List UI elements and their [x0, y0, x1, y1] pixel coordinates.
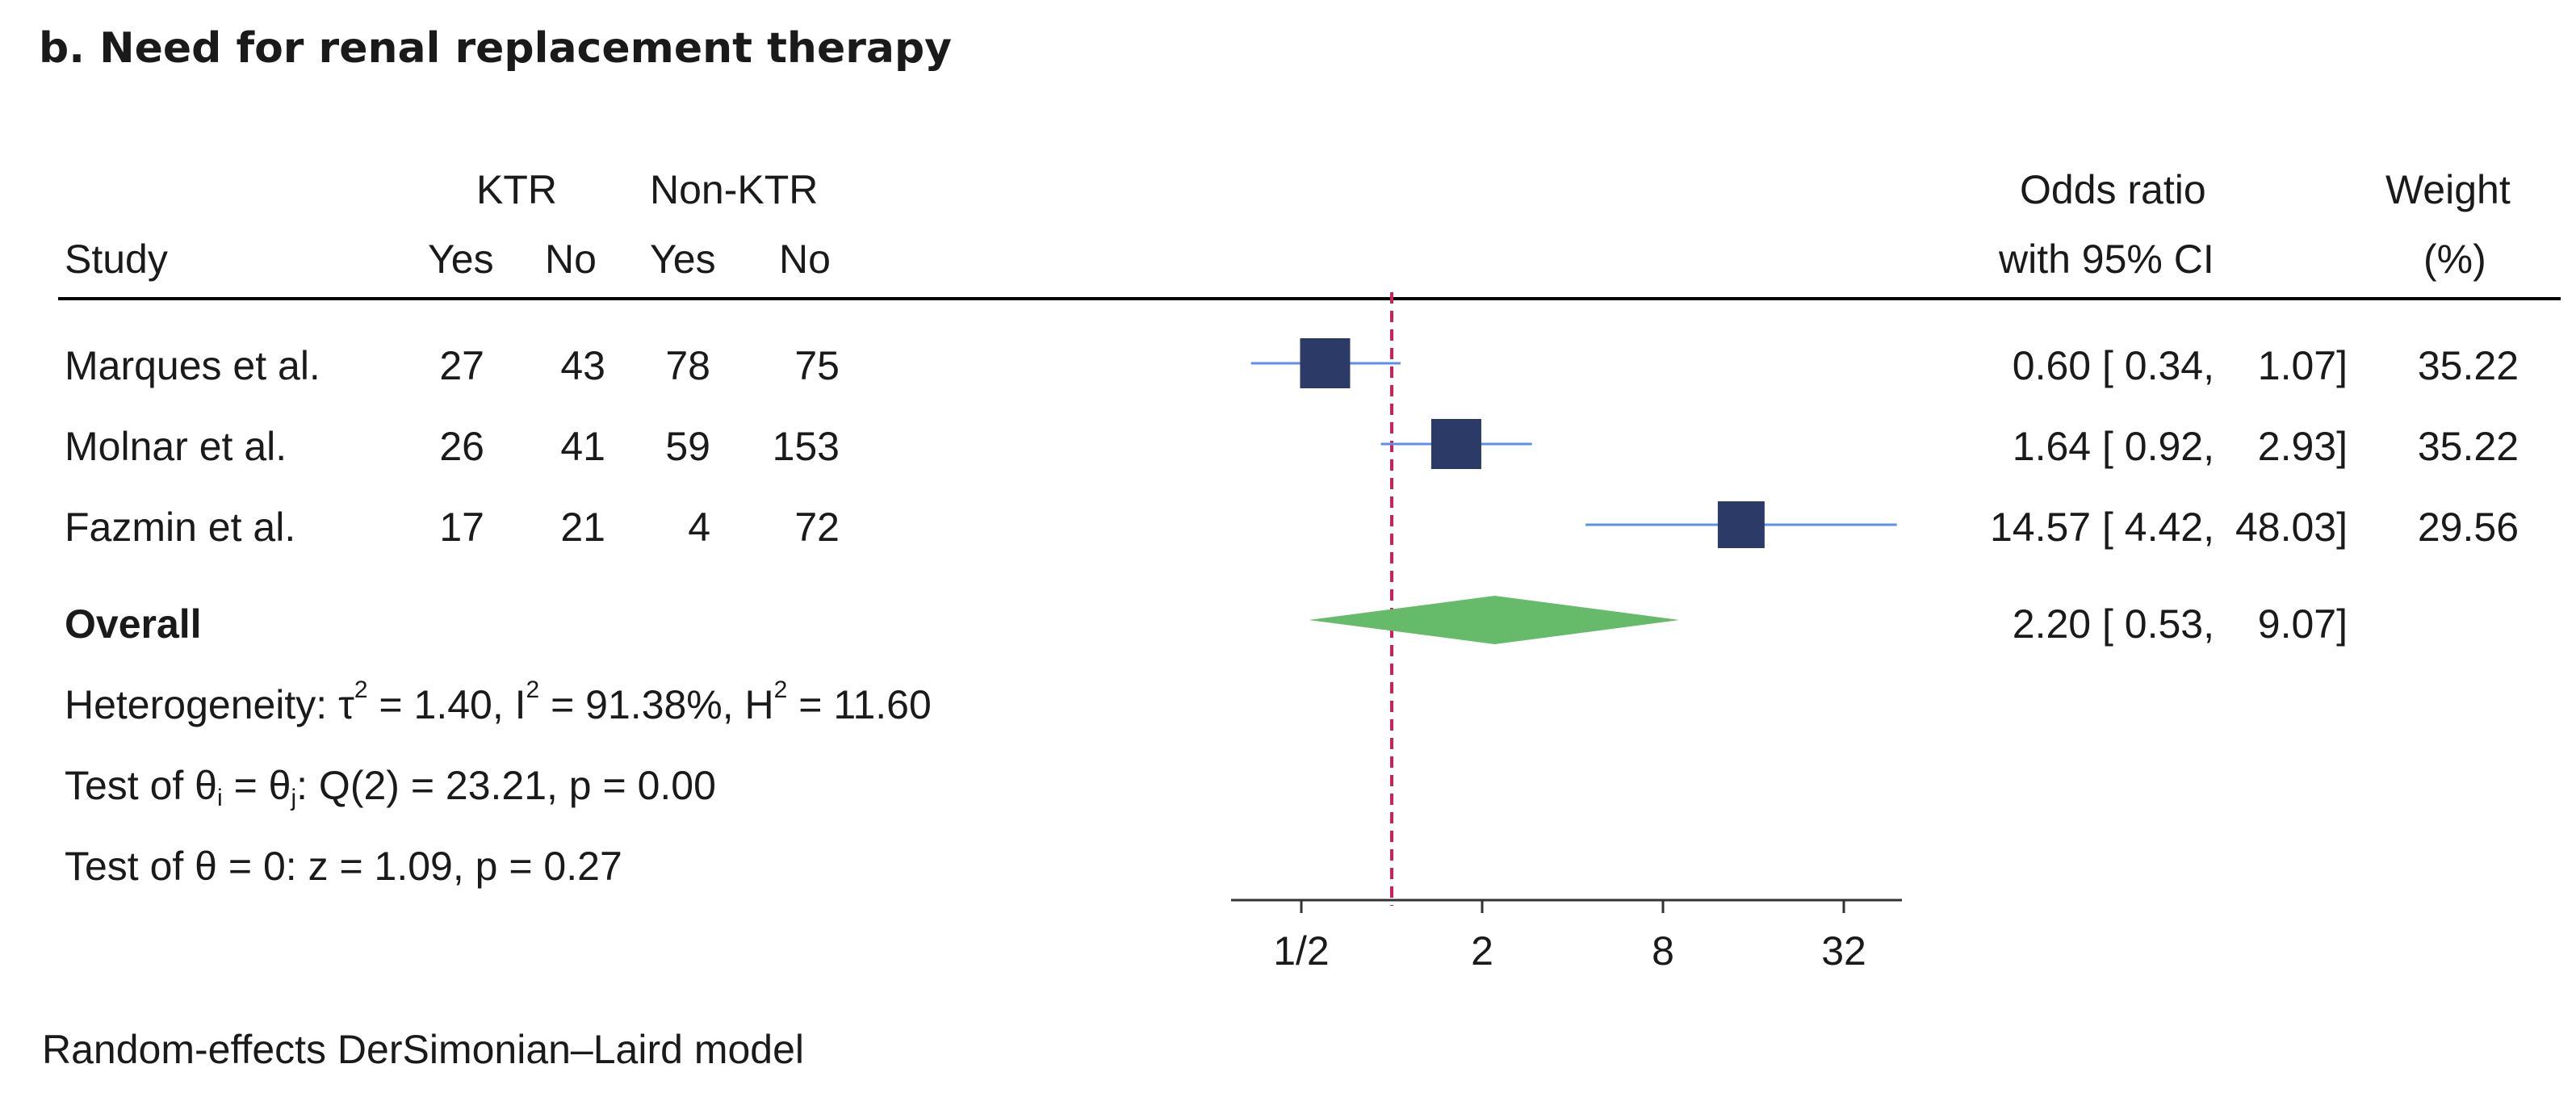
header-ktr-yes: Yes — [428, 237, 494, 282]
study-ktr-no: 41 — [560, 424, 605, 469]
overall-label: Overall — [65, 601, 202, 647]
overall-or-text: 2.20 [ 0.53, — [2012, 601, 2214, 647]
study-or-upper: 48.03] — [2235, 505, 2348, 550]
study-ktr-yes: 26 — [439, 424, 484, 469]
study-non-yes: 78 — [665, 343, 710, 388]
study-ktr-no: 43 — [560, 343, 605, 388]
overall-or-upper: 9.07] — [2257, 601, 2348, 647]
study-non-yes: 59 — [665, 424, 710, 469]
study-weight: 35.22 — [2417, 424, 2519, 469]
study-or-text: 1.64 [ 0.92, — [2012, 424, 2214, 469]
header-non-yes: Yes — [650, 237, 716, 282]
header-non-ktr: Non-KTR — [650, 167, 819, 212]
study-non-yes: 4 — [688, 505, 710, 550]
study-or-text: 14.57 [ 4.42, — [1989, 505, 2214, 550]
study-or-upper: 2.93] — [2257, 424, 2348, 469]
overall-diamond — [1309, 596, 1680, 644]
study-non-no: 153 — [772, 424, 840, 469]
study-ktr-yes: 27 — [439, 343, 484, 388]
header-ktr-no: No — [545, 237, 597, 282]
x-axis-tick-label: 8 — [1652, 928, 1674, 974]
header-ktr: KTR — [476, 167, 557, 212]
model-note: Random-effects DerSimonian–Laird model — [42, 1027, 804, 1072]
study-or-upper: 1.07] — [2257, 343, 2348, 388]
x-axis-tick-label: 1/2 — [1273, 928, 1330, 974]
effect-square — [1300, 338, 1351, 388]
study-name: Fazmin et al. — [65, 505, 296, 550]
header-or-line2: with 95% CI — [1999, 237, 2214, 282]
study-weight: 29.56 — [2417, 505, 2519, 550]
effect-square — [1717, 501, 1765, 548]
header-weight-line1: Weight — [2385, 167, 2511, 212]
header-study: Study — [65, 237, 168, 282]
test-equal-effects: Test of θi = θj: Q(2) = 23.21, p = 0.00 — [65, 763, 716, 811]
study-name: Molnar et al. — [65, 424, 287, 469]
study-non-no: 72 — [794, 505, 840, 550]
effect-square — [1430, 419, 1481, 469]
x-axis-tick-label: 2 — [1471, 928, 1493, 974]
study-weight: 35.22 — [2417, 343, 2519, 388]
study-or-text: 0.60 [ 0.34, — [2012, 343, 2214, 388]
x-axis-tick-label: 32 — [1821, 928, 1866, 974]
study-ktr-no: 21 — [560, 505, 605, 550]
study-name: Marques et al. — [65, 343, 320, 388]
header-weight-line2: (%) — [2423, 237, 2486, 282]
test-zero-effect: Test of θ = 0: z = 1.09, p = 0.27 — [65, 844, 622, 889]
study-non-no: 75 — [794, 343, 840, 388]
study-ktr-yes: 17 — [439, 505, 484, 550]
header-or-line1: Odds ratio — [2020, 167, 2206, 212]
header-non-no: No — [779, 237, 831, 282]
chart-title: b. Need for renal replacement therapy — [39, 24, 953, 73]
heterogeneity-stats: Heterogeneity: τ2 = 1.40, I2 = 91.38%, H… — [65, 676, 932, 727]
